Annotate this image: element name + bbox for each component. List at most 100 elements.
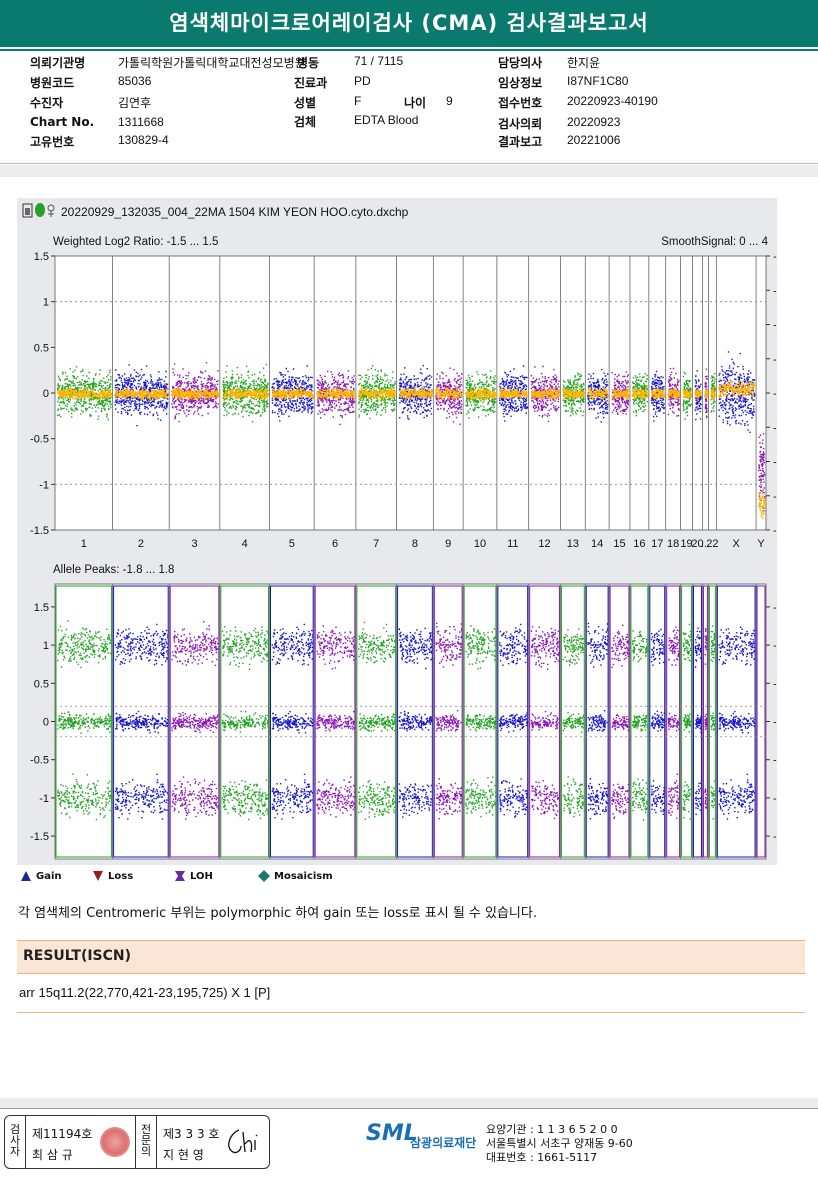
log2-ratio-points [398,365,433,420]
allele-peak-points [271,623,314,820]
smooth-signal-points [704,389,708,399]
allele-peak-points [465,625,497,818]
smooth-signal-points [587,386,609,402]
smooth-signal-points [651,387,666,400]
chromosome-frame [585,585,609,858]
legend-mosaicism: Mosaicism [258,870,333,882]
chromosome-label: 2 [138,538,144,550]
log2-ratio-points [222,363,269,423]
device-icon [22,203,33,218]
smooth-signal-points [399,386,433,401]
company-info-line: 요양기관 : 1 1 3 6 5 2 0 0 [486,1123,618,1136]
smooth-signal-points [316,387,356,400]
info-label: 진료과 [294,76,328,90]
inspector-name: 최 삼 규 [32,1148,73,1162]
log2-ratio-points [171,362,219,423]
smooth-signal-points [710,386,716,400]
chromosome-label: 12 [538,538,550,550]
signature-divider [25,1116,26,1168]
legend-label: Mosaicism [274,870,333,882]
smooth-signal-points [531,387,560,400]
vertical-label-char: 의 [140,1145,152,1158]
info-label: 검체 [294,115,317,129]
info-value: 김연후 [118,96,152,110]
centromere-note: 각 염색체의 Centromeric 부위는 polymorphic 하여 ga… [18,906,537,921]
info-value: 한지윤 [567,56,601,70]
chromosome-frame [702,585,708,858]
y2-tick-label: - 1.5 [773,422,777,434]
log2-ratio-points [758,433,766,512]
log2-ratio-points [316,370,356,426]
legend-label: Loss [108,870,134,882]
y-tick-label: -1.5 [30,525,49,537]
allele-peak-points [357,621,396,820]
chromosome-frame [55,585,113,858]
allele-peak-points [587,622,609,820]
y-tick-label: 1 [43,297,49,309]
chromosome-frame [497,585,529,858]
chromosome-label: 17 [651,538,663,550]
y2-tick-label: - 0.5 [773,491,777,503]
chromosome-frame [113,585,169,858]
smooth-signal-points [358,386,396,401]
chromosome-label: 10 [474,538,486,550]
y2-tick-label: - 4 [773,251,777,263]
y-tick-label: -1 [39,793,49,805]
smooth-signal-points [57,387,112,400]
mosaicism-diamond-icon [258,870,270,882]
legend-gain: Gain [20,870,62,882]
info-label: 수진자 [30,96,64,110]
chromosome-frame [397,585,433,858]
age-label: 나이 [404,96,427,110]
chromosome-frame [433,585,463,858]
smooth-signal-points [222,387,269,401]
y-tick-label: -0.5 [30,755,49,767]
info-label: 성별 [294,96,317,110]
chromosome-label: 15 [613,538,625,550]
chromosome-label: 14 [591,538,603,550]
allele-peak-points [704,628,708,809]
vertical-label-char: 자 [9,1145,21,1158]
chromosome-label: 8 [412,538,418,550]
y2-tick-label: - 2.5 [773,354,777,366]
info-label: 임상정보 [498,76,543,90]
y2-tick-label: - 0 [773,717,777,729]
signature-divider [135,1116,136,1168]
info-value: F [354,94,362,108]
legend-loss: Loss [92,870,133,882]
inspector-number: 제11194호 [32,1127,93,1141]
info-value: PD [354,74,371,88]
info-label: Chart No. [30,115,95,129]
y-tick-label: 1.5 [34,602,49,614]
chromosome-label: 7 [373,538,379,550]
chromosome-frame [220,585,269,858]
info-label: 병동 [297,56,320,70]
allele-peak-points [650,628,665,815]
company-info: 요양기관 : 1 1 3 6 5 2 0 0 서울특별시 서초구 양재동 9-6… [486,1123,633,1165]
smooth-signal-points [271,387,314,401]
log2-ratio-points [358,365,396,420]
info-value: 85036 [118,74,152,88]
chromosome-frame [666,585,681,858]
log2-ratio-points [57,366,112,421]
chromosome-label: 4 [242,538,248,550]
y2-tick-label: - 1 [773,640,777,652]
smooth-signal-points [435,386,463,400]
info-value: 20221006 [567,133,621,147]
log2-ratio-points [435,367,463,425]
y2-tick-label: - -0.5 [773,755,777,767]
sml-logo: SML [366,1121,418,1146]
chromosome-label: 22 [706,538,718,550]
allele-peak-points [611,624,630,820]
y2-tick-label: - 3.5 [773,285,777,297]
y-tick-label: 0.5 [34,342,49,354]
result-divider [17,1012,805,1013]
result-heading-bar: RESULT(ISCN) [17,940,805,974]
info-label: 접수번호 [498,96,543,110]
info-label: 고유번호 [30,135,75,149]
chromosome-label: 18 [667,538,679,550]
y-tick-label: -0.5 [30,434,49,446]
y-tick-label: -1.5 [30,831,49,843]
log2-ratio-points [718,351,756,433]
